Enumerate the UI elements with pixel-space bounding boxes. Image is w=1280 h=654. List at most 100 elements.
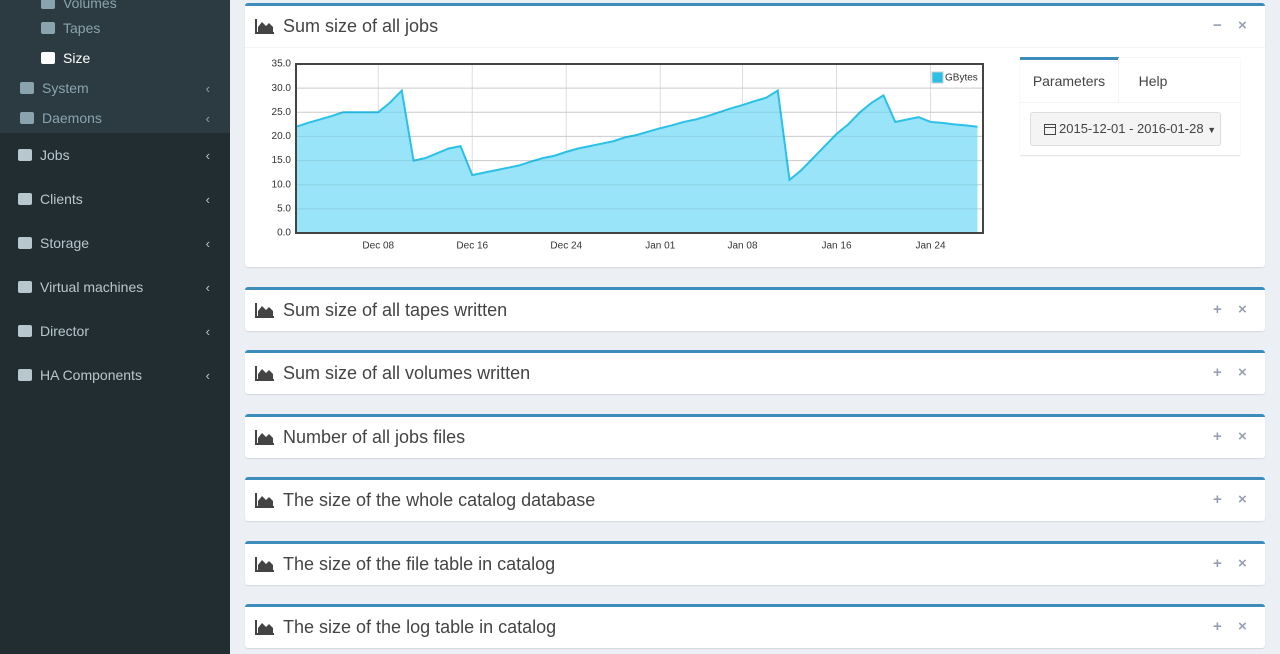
- panel-title: Number of all jobs files: [283, 427, 466, 447]
- calendar-icon: [1044, 124, 1056, 135]
- icon: [18, 193, 32, 205]
- panel: Number of all jobs files + ×: [245, 414, 1265, 458]
- sidebar-label: Volumes: [63, 0, 117, 11]
- expand-button[interactable]: +: [1213, 301, 1222, 318]
- legend-swatch: [931, 71, 944, 84]
- close-button[interactable]: ×: [1238, 17, 1247, 34]
- sidebar-item[interactable]: System ‹: [0, 73, 230, 103]
- y-tick-label: 10.0: [272, 179, 292, 190]
- panel-header: Sum size of all jobs − ×: [245, 6, 1265, 47]
- sidebar-item[interactable]: Clients ‹: [0, 177, 230, 221]
- chevron: ‹: [205, 80, 210, 96]
- chevron: ‹: [205, 147, 210, 163]
- collapse-button[interactable]: −: [1213, 17, 1222, 34]
- x-tick-label: Jan 01: [645, 241, 675, 252]
- plot-border: [295, 63, 984, 234]
- panel-header: Number of all jobs files + ×: [245, 417, 1265, 458]
- y-tick-label: 25.0: [272, 107, 292, 118]
- sidebar-label: System: [42, 80, 89, 96]
- sidebar-item[interactable]: Size: [0, 43, 230, 73]
- panel-header: The size of the whole catalog database + ×: [245, 480, 1265, 521]
- y-tick-label: 5.0: [277, 203, 291, 214]
- sidebar-label: Clients: [40, 191, 83, 207]
- expand-button[interactable]: +: [1213, 364, 1222, 381]
- icon: [18, 325, 32, 337]
- chevron: ‹: [205, 235, 210, 251]
- y-tick-label: 35.0: [272, 59, 292, 70]
- tab[interactable]: Help: [1138, 73, 1168, 89]
- x-tick-label: Jan 08: [727, 241, 757, 252]
- chevron: ‹: [205, 191, 210, 207]
- close-button[interactable]: ×: [1238, 618, 1247, 635]
- chevron: ‹: [205, 323, 210, 339]
- sidebar-label: Tapes: [63, 20, 101, 36]
- x-tick-label: Dec 08: [362, 241, 394, 252]
- expand-button[interactable]: +: [1213, 491, 1222, 508]
- tab[interactable]: Parameters: [1020, 58, 1119, 102]
- sidebar-label: Daemons: [42, 110, 102, 126]
- icon: [41, 0, 55, 9]
- close-button[interactable]: ×: [1238, 491, 1247, 508]
- icon: [18, 237, 32, 249]
- panel-title: Sum size of all tapes written: [283, 300, 508, 320]
- sidebar-item[interactable]: Daemons ‹: [0, 103, 230, 133]
- expand-button[interactable]: +: [1213, 618, 1222, 635]
- icon: [20, 112, 34, 124]
- date-range: 2015-12-01 - 2016-01-28: [1059, 121, 1204, 136]
- icon: [18, 281, 32, 293]
- y-tick-label: 20.0: [272, 131, 292, 142]
- close-button[interactable]: ×: [1238, 428, 1247, 445]
- sidebar-item[interactable]: Tapes: [0, 13, 230, 43]
- x-tick-label: Dec 16: [456, 241, 488, 252]
- icon: [18, 369, 32, 381]
- panel-header: The size of the log table in catalog + ×: [245, 607, 1265, 648]
- date-range-button[interactable]: 2015-12-01 - 2016-01-28 ▼: [1030, 112, 1221, 146]
- sidebar: Volumes Tapes Size System ‹ Daemons ‹ Jobs ‹ Clie…: [0, 0, 230, 654]
- sidebar-item[interactable]: HA Components ‹: [0, 353, 230, 397]
- area: [296, 90, 978, 233]
- legend-label: GBytes: [945, 73, 978, 84]
- panel-title: The size of the log table in catalog: [283, 617, 557, 637]
- icon: [20, 82, 34, 94]
- sidebar-label: HA Components: [40, 367, 142, 383]
- x-tick-label: Dec 24: [550, 241, 582, 252]
- icon: [41, 22, 55, 34]
- y-tick-label: 0.0: [277, 228, 291, 239]
- parameters-box: Parameters Help 2015-12-01 - 2016-01-28 …: [1020, 57, 1240, 155]
- sidebar-label: Size: [63, 50, 91, 66]
- close-button[interactable]: ×: [1238, 364, 1247, 381]
- sidebar-label: Director: [40, 323, 90, 339]
- panel: The size of the log table in catalog + ×: [245, 604, 1265, 648]
- chart: 0.0 5.0 10.0 15.0 20.0 25.0 30.0 35.0 Dec 08 Dec …: [272, 59, 984, 252]
- line: [295, 88, 978, 182]
- y-tick-label: 15.0: [272, 155, 292, 166]
- expand-button[interactable]: +: [1213, 555, 1222, 572]
- icon: [41, 52, 55, 64]
- panel-title: The size of the whole catalog database: [283, 490, 596, 510]
- sidebar-item[interactable]: Virtual machines ‹: [0, 265, 230, 309]
- panel: Sum size of all volumes written + ×: [245, 350, 1265, 394]
- panel-header: Sum size of all volumes written + ×: [245, 353, 1265, 394]
- panel-header: The size of the file table in catalog + ×: [245, 544, 1265, 585]
- expand-button[interactable]: +: [1213, 428, 1222, 445]
- chevron: ‹: [205, 367, 210, 383]
- close-button[interactable]: ×: [1238, 555, 1247, 572]
- panel: The size of the whole catalog database + ×: [245, 477, 1265, 521]
- chevron: ‹: [205, 279, 210, 295]
- sidebar-label: Virtual machines: [40, 279, 144, 295]
- sidebar-item[interactable]: Director ‹: [0, 309, 230, 353]
- icon: [18, 149, 32, 161]
- panel: Sum size of all tapes written + ×: [245, 287, 1265, 331]
- x-tick-label: Jan 16: [821, 241, 851, 252]
- panel: The size of the file table in catalog + ×: [245, 541, 1265, 585]
- sidebar-item[interactable]: Storage ‹: [0, 221, 230, 265]
- sidebar-item[interactable]: Jobs ‹: [0, 133, 230, 177]
- panel-title: Sum size of all jobs: [283, 16, 439, 36]
- chevron: ‹: [205, 110, 210, 126]
- close-button[interactable]: ×: [1238, 301, 1247, 318]
- y-tick-label: 30.0: [272, 83, 292, 94]
- panel-title: Sum size of all volumes written: [283, 363, 531, 383]
- sidebar-label: Jobs: [40, 147, 70, 163]
- sidebar-label: Storage: [40, 235, 90, 251]
